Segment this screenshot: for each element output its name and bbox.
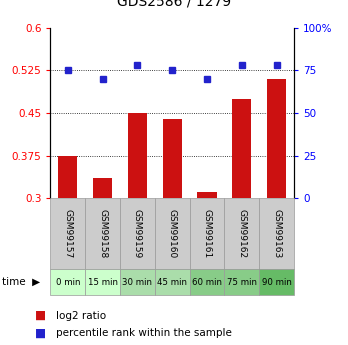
Text: time  ▶: time ▶ — [2, 277, 40, 287]
Text: percentile rank within the sample: percentile rank within the sample — [56, 328, 231, 338]
Bar — [232, 99, 251, 198]
Text: ■: ■ — [35, 326, 46, 339]
Text: 30 min: 30 min — [122, 277, 152, 287]
Text: 60 min: 60 min — [192, 277, 222, 287]
Bar — [267, 79, 286, 198]
Bar — [58, 156, 77, 198]
Text: 15 min: 15 min — [88, 277, 118, 287]
Bar — [93, 178, 112, 198]
Bar — [163, 119, 182, 198]
Text: GSM99158: GSM99158 — [98, 209, 107, 258]
Text: log2 ratio: log2 ratio — [56, 311, 106, 321]
Text: GSM99160: GSM99160 — [168, 209, 177, 258]
Text: GSM99161: GSM99161 — [203, 209, 212, 258]
Text: GSM99162: GSM99162 — [237, 209, 246, 258]
Bar — [128, 113, 147, 198]
Text: ■: ■ — [35, 309, 46, 322]
Text: GDS2586 / 1279: GDS2586 / 1279 — [117, 0, 231, 9]
Text: 75 min: 75 min — [227, 277, 257, 287]
Text: GSM99163: GSM99163 — [272, 209, 281, 258]
Text: 0 min: 0 min — [56, 277, 80, 287]
Text: 45 min: 45 min — [157, 277, 187, 287]
Text: GSM99157: GSM99157 — [63, 209, 72, 258]
Bar — [198, 191, 216, 198]
Text: 90 min: 90 min — [262, 277, 292, 287]
Text: GSM99159: GSM99159 — [133, 209, 142, 258]
